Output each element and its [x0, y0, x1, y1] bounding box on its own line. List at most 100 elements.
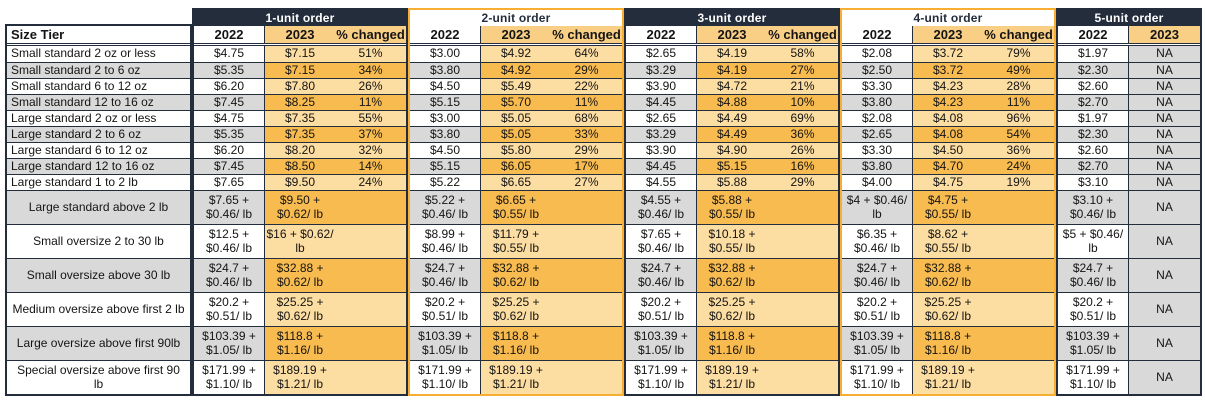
table-row: $5.35 $7.15 34%	[194, 62, 406, 78]
cell-2023: $8.20	[264, 143, 335, 158]
size-tier-label: Small standard 6 to 12 oz	[11, 79, 148, 93]
cell-2023: $4.23	[912, 95, 983, 110]
cell-pct-changed: 26%	[767, 143, 838, 158]
cell-2022: $3.29	[645, 63, 677, 77]
cell-2022: $103.39 + $1.05/ lb	[202, 329, 256, 357]
cell-2023: $4.88	[696, 95, 767, 110]
cell-2022: $8.99 + $0.46/ lb	[421, 227, 469, 255]
table-row: $4.00 $4.75 19%	[842, 174, 1054, 190]
cell-2022: $7.65 + $0.46/ lb	[205, 193, 253, 221]
cell-2023: $5.15	[696, 159, 767, 174]
table-row: $2.08 $4.08 96%	[842, 110, 1054, 126]
cell-2022: $4.00	[861, 175, 893, 189]
table-row: $2.70 NA	[1058, 94, 1200, 110]
cell-2023: $4.08	[912, 111, 983, 126]
cell-2023-na: NA	[1128, 259, 1200, 292]
table-row: Small standard 6 to 12 oz	[7, 78, 190, 94]
cell-2022: $3.90	[645, 143, 677, 157]
cell-pct-changed: 32%	[335, 143, 406, 158]
cell-pct-changed	[335, 259, 406, 292]
cell-2023: $189.19 + $1.21/ lb	[264, 361, 335, 394]
table-row: $2.30 NA	[1058, 62, 1200, 78]
cell-2023: $4.19	[696, 63, 767, 78]
cell-2023: $4.72	[696, 79, 767, 94]
col-header-2022: 2022	[626, 26, 696, 43]
col-header-2022: 2022	[1058, 26, 1128, 43]
cell-pct-changed: 36%	[767, 127, 838, 142]
cell-pct-changed: 19%	[983, 175, 1054, 190]
cell-pct-changed	[551, 191, 622, 224]
cell-2023: $32.88 + $0.62/ lb	[696, 259, 767, 292]
cell-2023: $32.88 + $0.62/ lb	[264, 259, 335, 292]
cell-pct-changed: 29%	[551, 63, 622, 78]
table-row: $20.2 + $0.51/ lb $25.25 + $0.62/ lb	[410, 292, 622, 326]
table-row: $2.65 $4.19 58%	[626, 46, 838, 62]
table-row: $6.35 + $0.46/ lb $8.62 + $0.55/ lb	[842, 224, 1054, 258]
cell-2022: $3.00	[429, 111, 461, 125]
group-rows: $2.08 $3.72 79% $2.50 $3.72 49% $3.30 $4.23 28% $…	[842, 46, 1054, 394]
size-tier-label: Small oversize above 30 lb	[26, 267, 171, 282]
cell-pct-changed	[767, 225, 838, 258]
cell-pct-changed	[551, 293, 622, 326]
table-row: $2.50 $3.72 49%	[842, 62, 1054, 78]
cell-pct-changed	[767, 293, 838, 326]
table-row: $24.7 + $0.46/ lb $32.88 + $0.62/ lb	[410, 258, 622, 292]
group-header-row: 2022 2023 % changed	[410, 26, 622, 46]
cell-pct-changed: 27%	[767, 63, 838, 78]
cell-2023: $32.88 + $0.62/ lb	[912, 259, 983, 292]
cell-2023: $118.8 + $1.16/ lb	[912, 327, 983, 360]
size-tier-label: Small standard 2 oz or less	[11, 46, 156, 61]
cell-2023: $5.70	[480, 95, 551, 110]
table-row: Small standard 2 oz or less	[7, 46, 190, 62]
size-tier-label: Medium oversize above first 2 lb	[12, 301, 185, 316]
table-row: $3.80 $4.70 24%	[842, 158, 1054, 174]
cell-pct-changed	[983, 191, 1054, 224]
col-header-2023: 2023	[264, 26, 335, 43]
table-row: $4.75 $7.15 51%	[194, 46, 406, 62]
cell-2022: $3.10 + $0.46/ lb	[1069, 193, 1117, 221]
cell-2022: $24.7 + $0.46/ lb	[637, 261, 685, 289]
cell-2023-na: NA	[1128, 63, 1200, 78]
cell-2023: $3.72	[912, 46, 983, 62]
col-header-pct-changed: % changed	[767, 26, 838, 43]
table-row: $3.00 $5.05 68%	[410, 110, 622, 126]
table-row: $5 + $0.46/ lb NA	[1058, 224, 1200, 258]
cell-2022: $3.80	[429, 63, 461, 77]
cell-pct-changed: 24%	[983, 159, 1054, 174]
cell-2023: $7.80	[264, 79, 335, 94]
cell-pct-changed	[767, 259, 838, 292]
col-header-pct-changed: % changed	[983, 26, 1054, 43]
table-row: $3.80 $4.23 11%	[842, 94, 1054, 110]
cell-2023: $25.25 + $0.62/ lb	[696, 293, 767, 326]
group-rows: $3.00 $4.92 64% $3.80 $4.92 29% $4.50 $5.49 22% $…	[410, 46, 622, 394]
table-row: $3.30 $4.50 36%	[842, 142, 1054, 158]
table-row: Medium oversize above first 2 lb	[7, 292, 190, 326]
cell-2022: $3.00	[429, 46, 461, 61]
col-header-2023: 2023	[912, 26, 983, 43]
table-row: Large standard 12 to 16 oz	[7, 158, 190, 174]
table-row: $7.45 $8.25 11%	[194, 94, 406, 110]
cell-2022: $103.39 + $1.05/ lb	[850, 329, 904, 357]
cell-2023-na: NA	[1128, 46, 1200, 62]
table-row: Large standard 2 oz or less	[7, 110, 190, 126]
cell-2022: $2.65	[645, 111, 677, 125]
cell-2023-na: NA	[1128, 361, 1200, 394]
col-header-2022: 2022	[194, 26, 264, 43]
group-title-2-unit: 2-unit order	[410, 10, 622, 26]
cell-2023: $118.8 + $1.16/ lb	[264, 327, 335, 360]
table-row: $3.90 $4.90 26%	[626, 142, 838, 158]
cell-2022: $2.70	[1077, 95, 1109, 109]
cell-pct-changed: 58%	[767, 46, 838, 62]
cell-pct-changed	[983, 361, 1054, 394]
cell-2022: $2.08	[861, 46, 893, 61]
cell-2022: $20.2 + $0.51/ lb	[205, 295, 253, 323]
cell-2022: $6.35 + $0.46/ lb	[853, 227, 901, 255]
cell-2022: $171.99 + $1.10/ lb	[850, 363, 904, 391]
table-row: $3.80 $5.05 33%	[410, 126, 622, 142]
table-row: $24.7 + $0.46/ lb $32.88 + $0.62/ lb	[194, 258, 406, 292]
group-header-row: 2022 2023	[1058, 26, 1200, 46]
size-tier-label: Large standard 1 to 2 lb	[11, 175, 138, 189]
table-row: Small standard 12 to 16 oz	[7, 94, 190, 110]
cell-2023: $7.15	[264, 63, 335, 78]
table-row: Large standard 6 to 12 oz	[7, 142, 190, 158]
